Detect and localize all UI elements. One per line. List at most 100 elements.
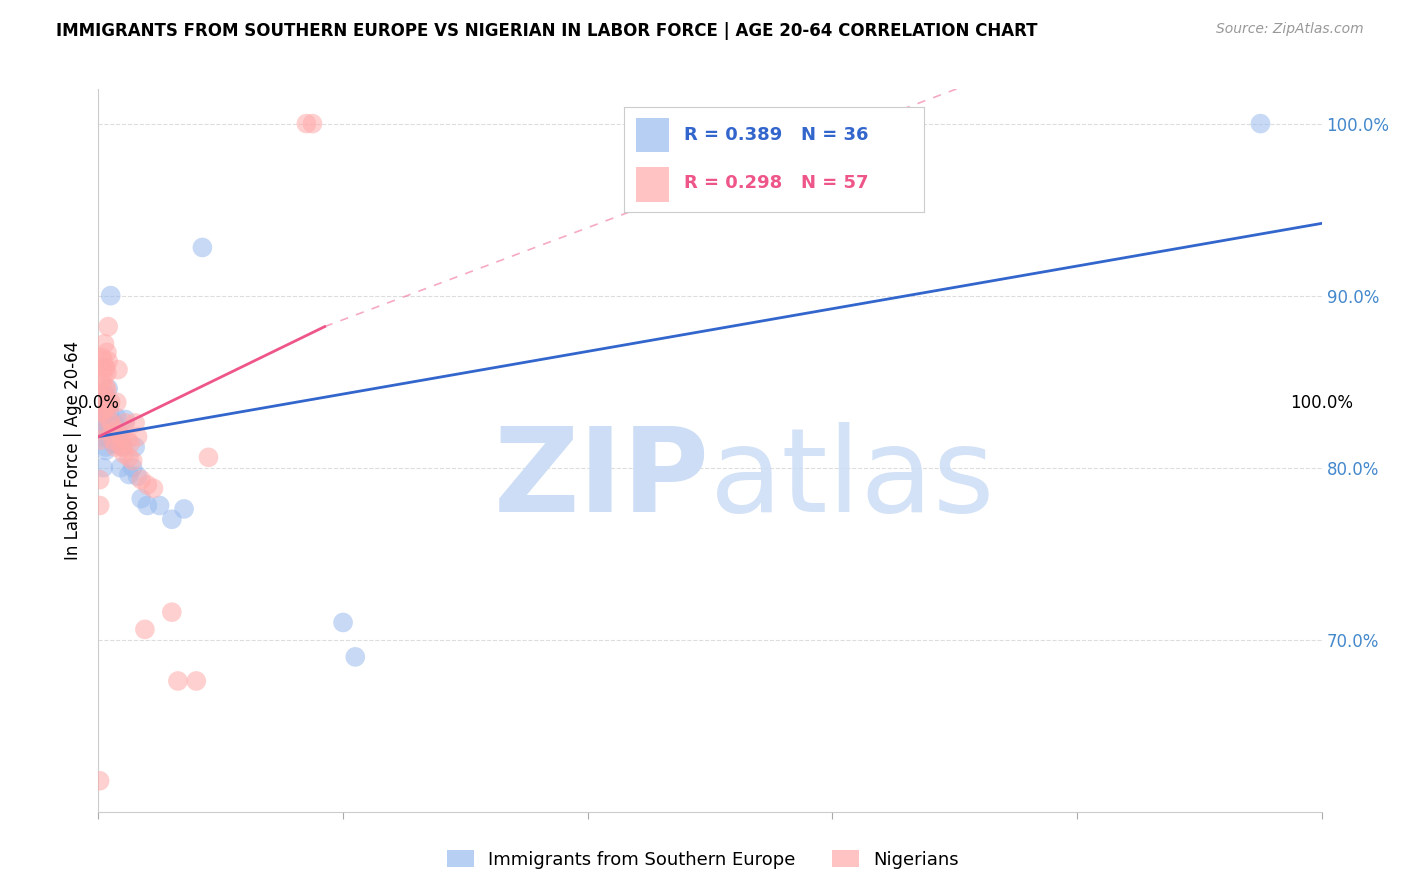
- Point: [173, 502, 195, 516]
- Point: [110, 438, 132, 452]
- Point: [91, 375, 114, 389]
- Point: [101, 436, 124, 450]
- Point: [91, 460, 114, 475]
- Point: [101, 426, 124, 441]
- Point: [93, 360, 115, 375]
- Point: [108, 426, 131, 441]
- Point: [91, 351, 114, 365]
- Point: [94, 440, 117, 454]
- Point: [100, 288, 122, 302]
- Text: atlas: atlas: [710, 422, 995, 537]
- Point: [94, 399, 117, 413]
- Point: [94, 360, 117, 375]
- Point: [96, 419, 118, 434]
- Point: [107, 426, 129, 441]
- Point: [142, 481, 165, 495]
- Point: [94, 388, 117, 402]
- Point: [105, 395, 128, 409]
- Point: [100, 395, 122, 409]
- Point: [91, 392, 114, 406]
- Point: [120, 436, 142, 450]
- Point: [118, 450, 141, 465]
- Point: [89, 473, 111, 487]
- Point: [129, 473, 152, 487]
- Point: [91, 412, 114, 426]
- Point: [295, 117, 318, 131]
- Point: [93, 406, 115, 420]
- Point: [160, 512, 183, 526]
- Point: [93, 423, 115, 437]
- Point: [100, 419, 122, 434]
- Text: 0.0%: 0.0%: [77, 394, 120, 412]
- Point: [104, 440, 127, 454]
- Point: [103, 416, 125, 430]
- Point: [134, 623, 156, 637]
- Point: [127, 430, 149, 444]
- Point: [103, 423, 125, 437]
- Point: [96, 345, 118, 359]
- Point: [91, 430, 114, 444]
- Point: [94, 380, 117, 394]
- Point: [107, 362, 129, 376]
- Point: [332, 615, 354, 630]
- Point: [111, 440, 134, 454]
- Point: [114, 416, 136, 430]
- Point: [93, 336, 115, 351]
- Y-axis label: In Labor Force | Age 20-64: In Labor Force | Age 20-64: [65, 341, 83, 560]
- Point: [96, 366, 118, 380]
- Point: [136, 499, 159, 513]
- Point: [124, 440, 146, 454]
- Point: [94, 443, 117, 458]
- Point: [149, 499, 172, 513]
- Point: [97, 319, 120, 334]
- Point: [91, 392, 114, 406]
- Point: [98, 412, 121, 426]
- Point: [91, 392, 114, 406]
- Point: [111, 430, 134, 444]
- Point: [301, 117, 323, 131]
- Text: ZIP: ZIP: [494, 422, 710, 537]
- Point: [124, 416, 146, 430]
- Point: [96, 399, 118, 413]
- Point: [160, 605, 183, 619]
- Point: [89, 499, 111, 513]
- Point: [90, 433, 112, 447]
- Point: [90, 423, 112, 437]
- Point: [167, 673, 190, 688]
- Text: Source: ZipAtlas.com: Source: ZipAtlas.com: [1216, 22, 1364, 37]
- Point: [96, 384, 118, 398]
- Point: [110, 460, 132, 475]
- Point: [344, 649, 367, 664]
- Point: [186, 673, 208, 688]
- Point: [90, 426, 112, 441]
- Point: [100, 416, 122, 430]
- Point: [93, 386, 115, 401]
- Point: [91, 406, 114, 420]
- Legend: Immigrants from Southern Europe, Nigerians: Immigrants from Southern Europe, Nigeria…: [440, 843, 966, 876]
- Text: IMMIGRANTS FROM SOUTHERN EUROPE VS NIGERIAN IN LABOR FORCE | AGE 20-64 CORRELATI: IMMIGRANTS FROM SOUTHERN EUROPE VS NIGER…: [56, 22, 1038, 40]
- Point: [1249, 117, 1271, 131]
- Point: [121, 460, 143, 475]
- Point: [89, 773, 111, 788]
- Text: 100.0%: 100.0%: [1291, 394, 1353, 412]
- Point: [91, 371, 114, 385]
- Point: [114, 412, 136, 426]
- Point: [105, 410, 128, 425]
- Point: [98, 399, 121, 413]
- Point: [97, 354, 120, 368]
- Point: [127, 469, 149, 483]
- Point: [197, 450, 219, 465]
- Point: [97, 382, 120, 396]
- Point: [98, 406, 121, 420]
- Point: [136, 478, 159, 492]
- Point: [129, 491, 152, 506]
- Point: [93, 404, 115, 418]
- Point: [112, 447, 135, 461]
- Point: [91, 354, 114, 368]
- Point: [118, 467, 141, 482]
- Point: [191, 240, 214, 254]
- Point: [90, 404, 112, 418]
- Point: [111, 440, 134, 454]
- Point: [121, 454, 143, 468]
- Point: [117, 433, 139, 447]
